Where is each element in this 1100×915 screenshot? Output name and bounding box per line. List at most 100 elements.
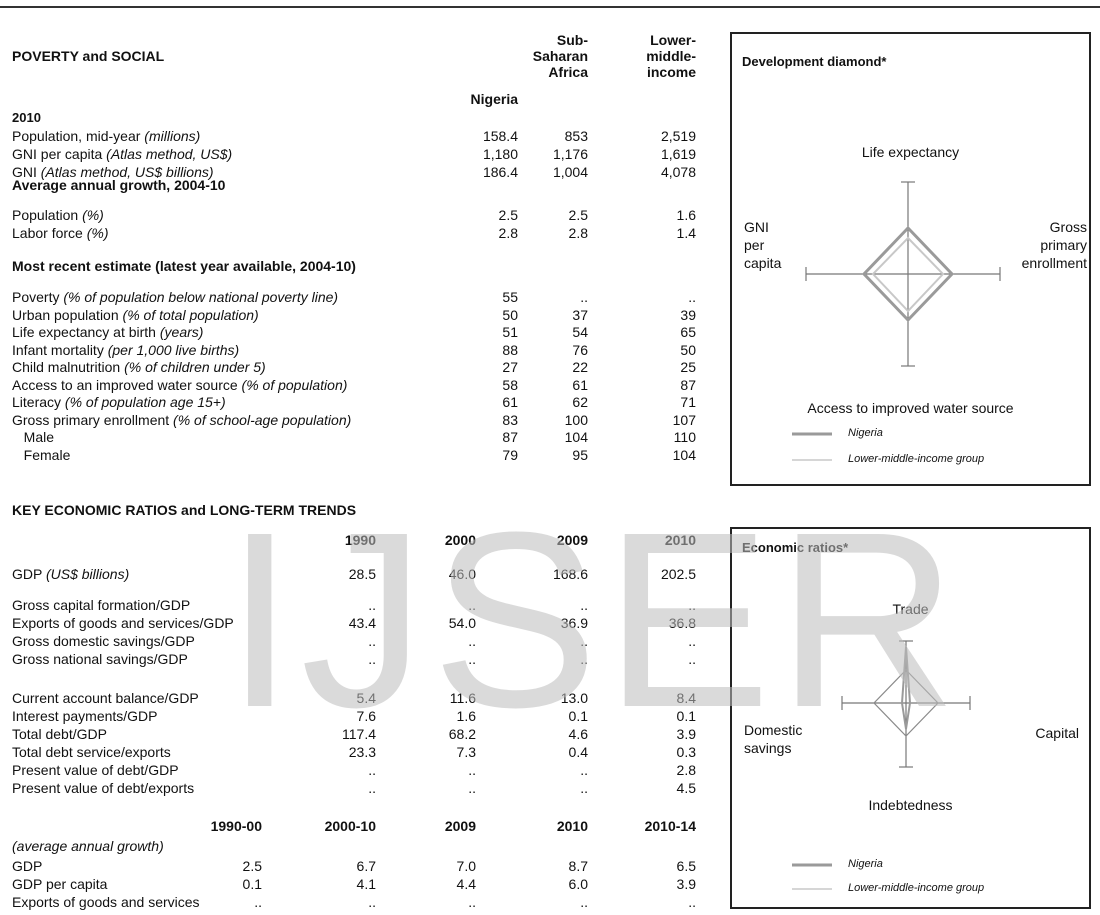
table-row: Infant mortality (per 1,000 live births)…: [12, 341, 712, 359]
cell-value: 46.0: [448, 566, 476, 582]
row-label: Total debt service/exports: [12, 744, 171, 760]
row-label: Exports of goods and services: [12, 894, 200, 910]
table-row: Male 87 104 110: [12, 428, 712, 446]
cell-value: 168.6: [552, 566, 588, 582]
cell-value: ..: [468, 762, 476, 778]
row-label: Current account balance/GDP: [12, 690, 199, 706]
row-label: Gross domestic savings/GDP: [12, 633, 195, 649]
table-row: Gross national savings/GDP........: [12, 650, 712, 668]
cell-value: 50: [502, 306, 518, 323]
watermark: IJSER: [225, 480, 964, 759]
cell-value: 1,180: [482, 146, 518, 162]
cell-value: 54: [572, 324, 588, 340]
diamond2-legend-nigeria: Nigeria: [848, 858, 883, 870]
cell-value: 36.8: [668, 615, 696, 631]
cell-value: 8.7: [568, 858, 588, 874]
table-row: GDP 2.5 6.7 7.0 8.7 6.5: [12, 857, 712, 875]
cell-value: 83: [502, 411, 518, 428]
cell-value: 58: [502, 376, 518, 393]
diamond2-title: Economic ratios*: [742, 540, 849, 555]
row-unit: (millions): [144, 128, 201, 144]
row-unit: (years): [159, 324, 204, 340]
diamond2-top-label: Trade: [892, 601, 929, 617]
cell-value: 100: [564, 411, 588, 428]
row-label: Gross capital formation/GDP: [12, 597, 191, 613]
cell-value: 1,176: [552, 146, 588, 162]
column-header: 2009: [444, 818, 476, 834]
row-unit: (% of total population): [122, 306, 259, 323]
row-label: Present value of debt/GDP: [12, 762, 179, 778]
poverty-title: POVERTY and SOCIAL: [12, 48, 165, 64]
cell-value: 3.9: [676, 876, 696, 892]
cell-value: 95: [572, 446, 588, 463]
row-label: Life expectancy at birth (years): [12, 324, 204, 340]
cell-value: 7.3: [456, 744, 476, 760]
column-header: 1990-00: [210, 818, 262, 834]
cell-value: 5.4: [356, 690, 376, 706]
cell-value: 28.5: [348, 566, 376, 582]
cell-value: 71: [680, 394, 696, 410]
cell-value: 1.4: [676, 225, 696, 241]
top-rule: [0, 6, 1100, 8]
cell-value: 1,004: [552, 164, 588, 180]
diamond2-legend-group: Lower-middle-income group: [848, 882, 985, 894]
diamond1-title: Development diamond*: [742, 54, 887, 69]
row-label: Child malnutrition (% of children under …: [12, 359, 266, 375]
cell-value: 4.1: [356, 876, 376, 892]
cell-value: 0.1: [676, 708, 696, 724]
cell-value: 104: [672, 446, 696, 463]
table-row: Child malnutrition (% of children under …: [12, 358, 712, 376]
cell-value: 1.6: [676, 207, 696, 223]
col-header-lmi: Lower-middle-income: [646, 32, 696, 80]
table-row: Present value of debt/GDP...... 2.8: [12, 761, 712, 779]
cell-value: 61: [502, 394, 518, 410]
table-row: Gross primary enrollment (% of school-ag…: [12, 411, 712, 429]
table-row: Exports of goods and services..........: [12, 893, 712, 911]
cell-value: 2.5: [498, 207, 518, 223]
recent-header: Most recent estimate (latest year availa…: [12, 258, 356, 274]
row-label: Labor force (%): [12, 225, 109, 241]
table-row: Gross domestic savings/GDP........: [12, 632, 712, 650]
cell-value: 1,619: [660, 146, 696, 162]
cell-value: 2.5: [568, 207, 588, 223]
cell-value: 6.0: [568, 876, 588, 892]
cell-value: 0.3: [676, 744, 696, 760]
row-label: GDP per capita: [12, 876, 108, 892]
row-label: Male: [12, 429, 55, 445]
cell-value: 62: [572, 394, 588, 410]
row-unit: (Atlas method, US$ billions): [40, 164, 214, 180]
diamond2-chart: [792, 640, 971, 890]
row-unit: (%): [86, 225, 109, 241]
cell-value: 3.9: [676, 726, 696, 742]
cell-value: ..: [688, 651, 696, 667]
cell-value: 2.5: [242, 858, 262, 874]
cell-value: 2.8: [676, 762, 696, 778]
cell-value: 110: [673, 429, 696, 445]
column-header: 1990: [344, 532, 376, 548]
column-header: 2010-14: [644, 818, 696, 834]
table-row: Labor force (%) 2.8 2.8 1.4: [12, 224, 712, 242]
cell-value: ..: [580, 597, 588, 613]
table-row: Present value of debt/exports...... 4.5: [12, 779, 712, 797]
cell-value: 76: [572, 341, 588, 358]
cell-value: 55: [502, 289, 518, 305]
row-unit: (US$ billions): [45, 566, 130, 582]
row-label: Exports of goods and services/GDP: [12, 615, 234, 631]
development-diamond-panel: Development diamond* Life expectancy GNI…: [730, 32, 1091, 486]
row-label: Female: [12, 446, 71, 463]
table-row: Total debt service/exports 23.3 7.3 0.4 0.3: [12, 743, 712, 761]
row-unit: (% of children under 5): [124, 359, 266, 375]
diamond1-right-label: Gross primary enrollment: [1021, 219, 1087, 271]
growth-header: Average annual growth, 2004-10: [12, 177, 226, 193]
diamond1-chart: [792, 181, 1001, 461]
column-header: 2000: [444, 532, 476, 548]
cell-value: 11.6: [449, 690, 476, 706]
row-label: Population (%): [12, 207, 104, 223]
cell-value: 4,078: [660, 164, 696, 180]
row-label: GDP (US$ billions): [12, 566, 130, 582]
diamond1-nigeria-shape: [861, 225, 955, 323]
cell-value: 39: [680, 306, 696, 323]
growth-note: (average annual growth): [12, 838, 164, 854]
cell-value: ..: [688, 289, 696, 305]
diamond1-top-label: Life expectancy: [861, 144, 960, 160]
